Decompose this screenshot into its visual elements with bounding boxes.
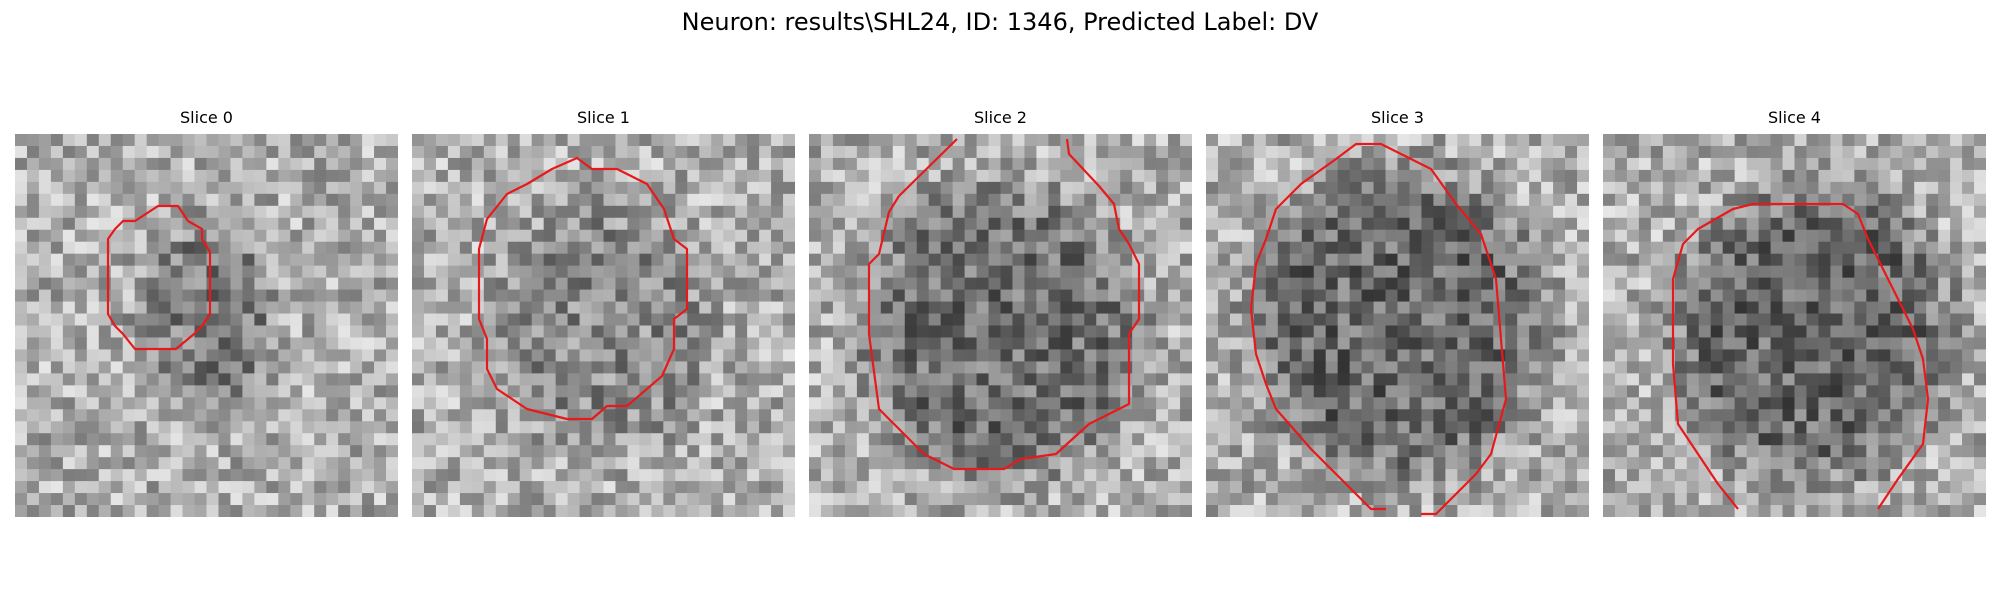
slice-title: Slice 1 xyxy=(577,108,630,127)
slice-image xyxy=(1603,134,1986,517)
figure-title: Neuron: results\SHL24, ID: 1346, Predict… xyxy=(681,8,1319,36)
slice-title: Slice 0 xyxy=(180,108,233,127)
contour-outline xyxy=(867,138,1141,471)
slice-image xyxy=(1206,134,1589,517)
slice-title: Slice 3 xyxy=(1371,108,1424,127)
slice-image xyxy=(15,134,398,517)
slice-title: Slice 4 xyxy=(1768,108,1821,127)
contour-outline xyxy=(477,156,689,421)
contour-outline xyxy=(1249,142,1508,516)
slice-title: Slice 2 xyxy=(974,108,1027,127)
slice-image xyxy=(809,134,1192,517)
contour-outline xyxy=(106,204,212,351)
slice-image xyxy=(412,134,795,517)
contour-outline xyxy=(1671,202,1930,510)
